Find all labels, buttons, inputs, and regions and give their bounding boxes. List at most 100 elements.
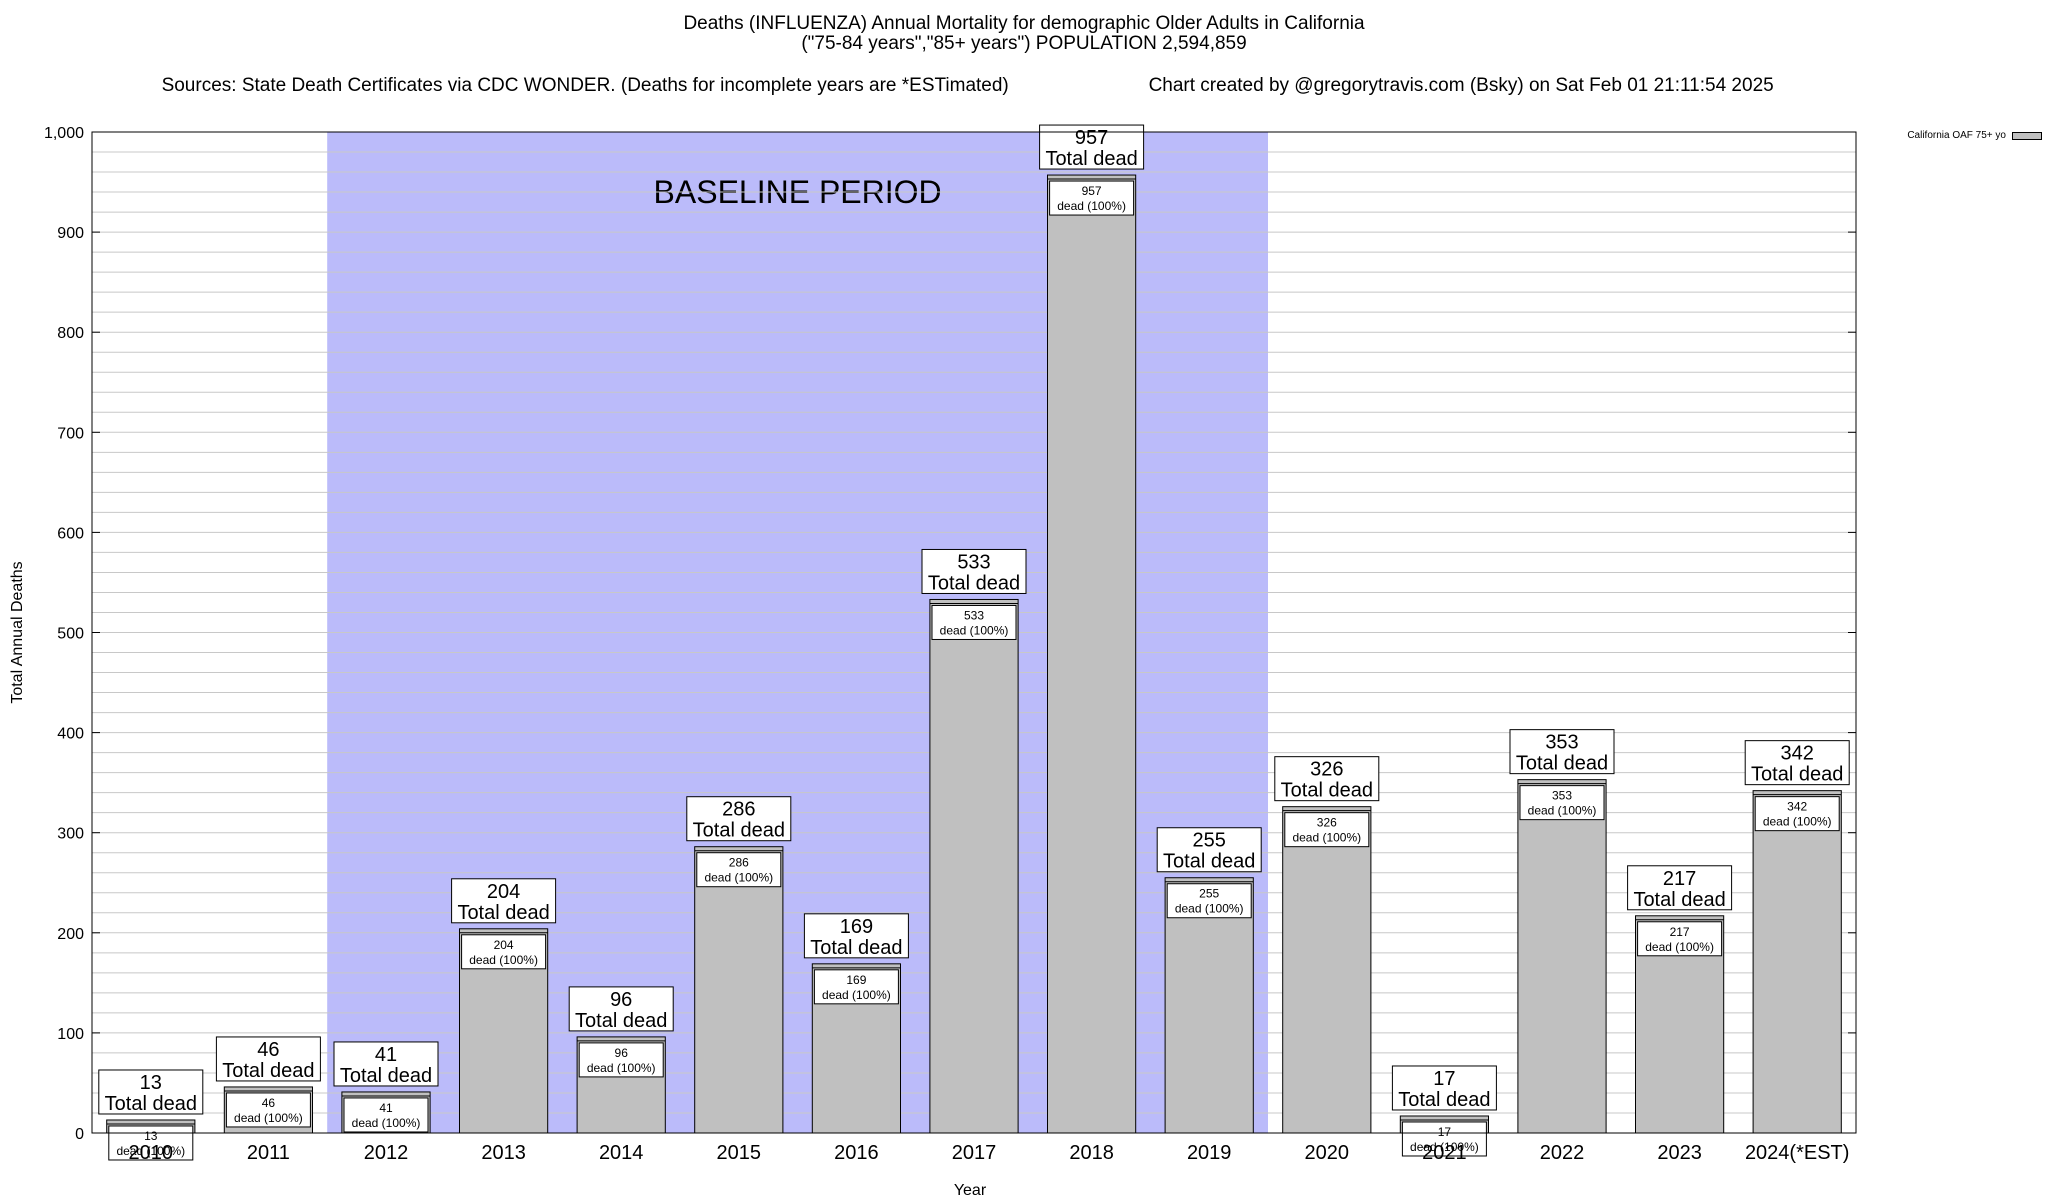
total-dead-label: Total dead (457, 902, 549, 924)
total-dead-label: Total dead (1163, 851, 1255, 873)
y-tick-label: 200 (57, 926, 84, 943)
total-value-label: 46 (257, 1039, 279, 1061)
inner-percent-label: dead (100%) (704, 871, 773, 885)
y-tick-label: 600 (57, 525, 84, 542)
total-value-label: 217 (1663, 868, 1696, 890)
inner-value-label: 46 (262, 1096, 276, 1110)
total-value-label: 353 (1545, 732, 1578, 754)
total-label-box (215, 1036, 321, 1082)
credit-text: Chart created by @gregorytravis.com (Bsk… (1148, 75, 1774, 96)
total-dead-label: Total dead (1516, 753, 1608, 775)
inner-value-label: 204 (494, 938, 514, 952)
inner-value-label: 169 (846, 973, 866, 987)
bar (1047, 174, 1137, 1134)
inner-label-box (931, 604, 1017, 640)
y-tick-label: 100 (57, 1026, 84, 1043)
x-tick-label: 2014 (599, 1142, 644, 1164)
inner-value-label: 41 (379, 1101, 393, 1115)
y-tick-label: 700 (57, 425, 84, 442)
chart-credit: Chart created by @gregorytravis.com (Bsk… (1138, 53, 1774, 97)
axis-layer: 2010 2011 2012 2013 2014 2015 2016 2017 2018 2019… (9, 125, 1857, 1199)
total-value-label: 286 (722, 799, 755, 821)
x-tick-label: 2022 (1540, 1142, 1585, 1164)
x-tick-label: 2019 (1187, 1142, 1232, 1164)
total-dead-label: Total dead (1398, 1089, 1490, 1111)
chart-title: Deaths (INFLUENZA) Annual Mortality for … (683, 13, 1365, 34)
x-tick-label: 2011 (247, 1142, 290, 1164)
inner-value-label: 96 (615, 1046, 629, 1060)
inner-percent-label: dead (100%) (822, 988, 891, 1002)
bar (694, 846, 784, 1134)
x-tick-label: 2018 (1069, 1142, 1114, 1164)
total-label-box (1274, 756, 1380, 802)
inner-value-label: 326 (1317, 816, 1337, 830)
y-tick-label: 500 (57, 626, 84, 643)
total-value-label: 533 (957, 551, 990, 573)
legend: California OAF 75+ yo (1907, 130, 2042, 141)
inner-label-box (578, 1042, 664, 1078)
inner-value-label: 255 (1199, 887, 1219, 901)
inner-value-label: 286 (729, 856, 749, 870)
x-tick-label: 2021 (1422, 1142, 1467, 1164)
inner-label-box (1166, 883, 1252, 919)
y-tick-label: 0 (75, 1126, 84, 1143)
inner-percent-label: dead (100%) (1175, 902, 1244, 916)
inner-percent-label: dead (100%) (1057, 199, 1126, 213)
total-value-label: 255 (1193, 830, 1226, 852)
inner-label-box (1519, 785, 1605, 821)
total-value-label: 169 (840, 916, 873, 938)
inner-percent-label: dead (100%) (1292, 831, 1361, 845)
inner-value-label: 17 (1438, 1125, 1452, 1139)
total-label-box (686, 796, 792, 842)
total-value-label: 96 (610, 989, 632, 1011)
total-value-label: 957 (1075, 127, 1108, 149)
bar (1517, 779, 1607, 1134)
total-dead-label: Total dead (105, 1093, 197, 1115)
total-label-box (98, 1069, 204, 1115)
total-dead-label: Total dead (928, 572, 1020, 594)
total-value-label: 204 (487, 881, 520, 903)
inner-percent-label: dead (100%) (1528, 804, 1597, 818)
total-label-box (1744, 740, 1850, 786)
total-dead-label: Total dead (1633, 889, 1725, 911)
inner-value-label: 533 (964, 608, 984, 622)
inner-label-box (1049, 180, 1135, 216)
total-label-box (451, 878, 557, 924)
bar (1752, 790, 1842, 1134)
total-label-box (1391, 1065, 1497, 1111)
y-tick-label: 900 (57, 225, 84, 242)
inner-label-box (461, 934, 547, 970)
inner-percent-label: dead (100%) (352, 1116, 421, 1130)
total-label-box (568, 986, 674, 1032)
total-value-label: 13 (140, 1072, 162, 1094)
sources-text: Sources: State Death Certificates via CD… (161, 75, 1009, 96)
x-tick-label: 2016 (834, 1142, 879, 1164)
legend-label: California OAF 75+ yo (1907, 130, 2006, 141)
total-label-box (921, 548, 1027, 594)
y-tick-label: 300 (57, 826, 84, 843)
total-dead-label: Total dead (1751, 764, 1843, 786)
bar (929, 598, 1019, 1134)
inner-label-box (343, 1097, 429, 1133)
inner-value-label: 957 (1082, 184, 1102, 198)
inner-percent-label: dead (100%) (940, 623, 1009, 637)
y-tick-label: 400 (57, 726, 84, 743)
total-value-label: 17 (1433, 1068, 1455, 1090)
inner-label-box (1754, 796, 1840, 832)
total-dead-label: Total dead (1045, 148, 1137, 170)
total-dead-label: Total dead (1281, 780, 1373, 802)
bar (1282, 806, 1372, 1134)
chart-subtitle: ("75-84 years","85+ years") POPULATION 2… (801, 33, 1247, 54)
inner-percent-label: dead (100%) (1410, 1140, 1479, 1154)
inner-label-box (225, 1092, 311, 1128)
x-tick-label: 2017 (952, 1142, 997, 1164)
x-tick-label: 2024(*EST) (1745, 1142, 1850, 1164)
inner-percent-label: dead (100%) (1645, 940, 1714, 954)
inner-label-box (1637, 921, 1723, 957)
total-dead-label: Total dead (340, 1065, 432, 1087)
total-label-box (1509, 729, 1615, 775)
chart-sources: Sources: State Death Certificates via CD… (151, 53, 1009, 97)
inner-value-label: 217 (1670, 925, 1690, 939)
total-dead-label: Total dead (222, 1060, 314, 1082)
legend-swatch (2012, 131, 2042, 140)
